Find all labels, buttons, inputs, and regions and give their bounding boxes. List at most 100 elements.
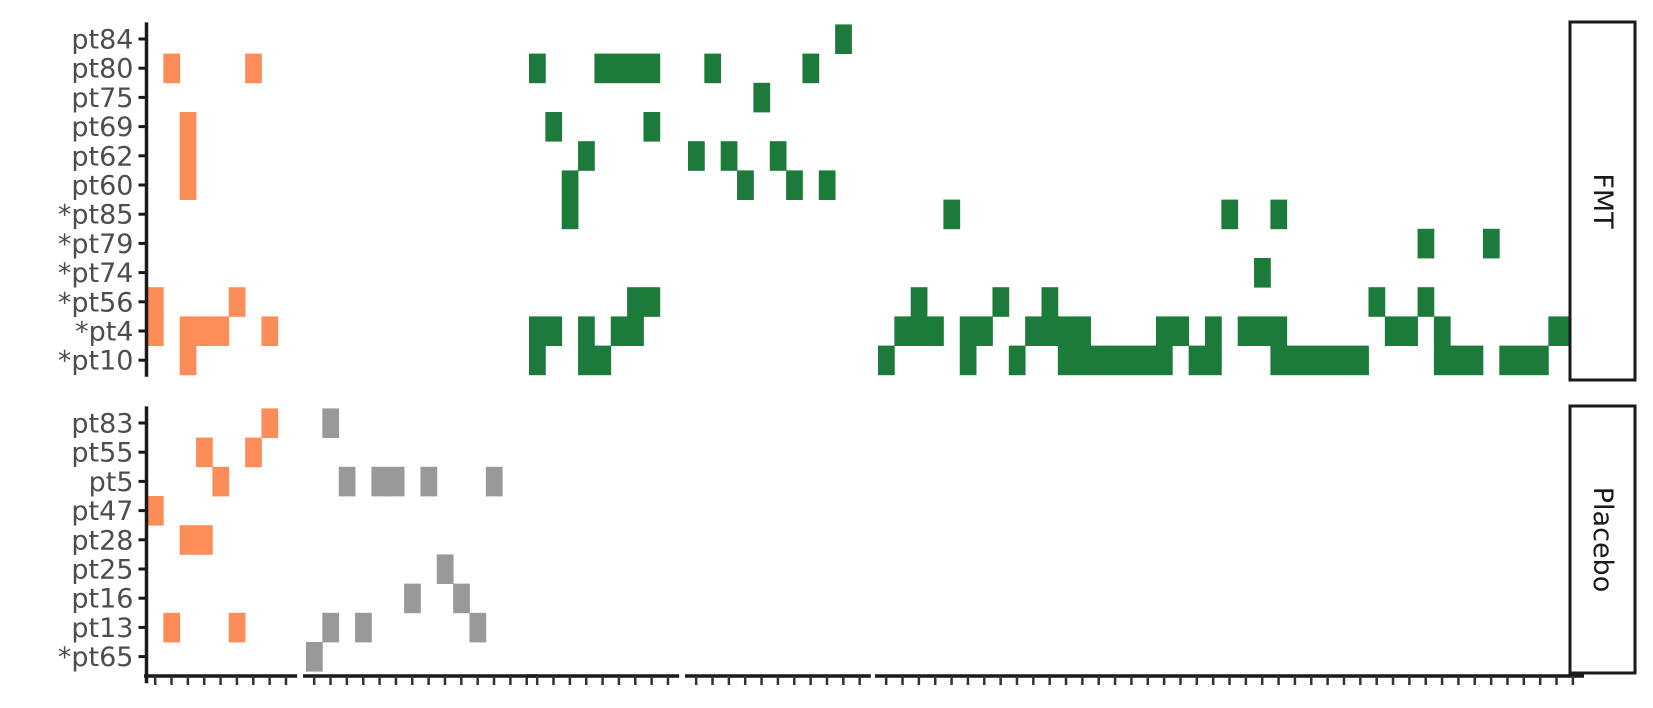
y-tick-label-pt69: pt69 — [71, 112, 133, 143]
heatmap-cell-star-pt4-b5-c24 — [1270, 316, 1288, 346]
heatmap-cell-star-pt10-b5-c27 — [1319, 345, 1337, 376]
facet-strip-fmt — [1568, 20, 1637, 382]
heatmap-cell-star-pt10-b5-c12 — [1074, 345, 1091, 376]
heatmap-cell-star-pt56-b1-c5 — [228, 287, 246, 317]
heatmap-cell-star-pt56-b1-c0 — [147, 287, 164, 317]
heatmap-cell-pt16-b2-c6 — [404, 583, 421, 614]
y-tick-label-star-pt85: *pt85 — [58, 200, 134, 231]
heatmap-cell-pt62-b1-c2 — [179, 141, 197, 171]
y-tick-label-pt55: pt55 — [71, 438, 133, 469]
heatmap-cell-pt62-b4-c5 — [769, 141, 787, 171]
heatmap-cell-star-pt4-b5-c41 — [1548, 316, 1566, 346]
heatmap-cell-star-pt74-b5-c23 — [1254, 258, 1271, 288]
axis-layer — [138, 22, 1585, 685]
facet-label-placebo: Placebo — [1587, 487, 1618, 592]
heatmap-cell-star-pt56-b3-c6 — [627, 287, 644, 317]
heatmap-cell-star-pt10-b3-c0 — [529, 345, 546, 376]
y-tick-label-pt60: pt60 — [71, 171, 133, 202]
y-tick-label-star-pt65: *pt65 — [58, 642, 134, 673]
heatmap-cell-pt62-b3-c3 — [578, 141, 595, 171]
heatmap-cell-star-pt79-b5-c37 — [1482, 228, 1500, 259]
heatmap-cell-pt60-b3-c2 — [561, 170, 579, 200]
heatmap-cell-pt80-b3-c0 — [529, 53, 546, 84]
heatmap-cell-star-pt10-b3-c4 — [594, 345, 612, 376]
y-tick-label-pt83: pt83 — [71, 409, 133, 440]
y-tick-label-pt84: pt84 — [71, 25, 133, 56]
y-tick-label-pt13: pt13 — [71, 613, 133, 644]
heatmap-cell-star-pt4-b5-c9 — [1025, 316, 1042, 346]
heatmap-cell-pt5-b2-c4 — [371, 466, 389, 497]
heatmap-cell-pt60-b4-c3 — [737, 170, 754, 200]
heatmap-cell-pt62-b4-c2 — [720, 141, 738, 171]
heatmap-cell-star-pt10-b5-c19 — [1188, 345, 1206, 376]
heatmap-cell-star-pt4-b3-c1 — [545, 316, 563, 346]
heatmap-cell-star-pt10-b5-c38 — [1499, 345, 1517, 376]
heatmap-cell-star-pt10-b5-c25 — [1286, 345, 1304, 376]
heatmap-cell-pt16-b2-c9 — [453, 583, 470, 614]
heatmap-cell-pt13-b1-c5 — [228, 612, 246, 643]
heatmap-cell-pt80-b3-c5 — [610, 53, 628, 84]
heatmap-cell-star-pt10-b5-c15 — [1123, 345, 1140, 376]
heatmap-cell-star-pt10-b5-c11 — [1057, 345, 1075, 376]
heatmap-cell-pt62-b4-c0 — [688, 141, 705, 171]
heatmap-cell-star-pt4-b5-c2 — [910, 316, 928, 346]
heatmap-cell-star-pt4-b5-c23 — [1254, 316, 1271, 346]
y-tick-label-pt62: pt62 — [71, 141, 133, 172]
heatmap-cell-star-pt4-b3-c3 — [578, 316, 595, 346]
y-tick-label-pt5: pt5 — [89, 467, 134, 498]
heatmap-cell-pt55-b1-c3 — [196, 437, 213, 468]
heatmap-cell-star-pt85-b5-c21 — [1221, 199, 1239, 230]
heatmap-cell-star-pt85-b5-c24 — [1270, 199, 1288, 230]
heatmap-cell-pt25-b2-c8 — [436, 554, 454, 584]
heatmap-cell-pt28-b1-c3 — [196, 525, 213, 555]
y-tick-label-pt25: pt25 — [71, 555, 133, 586]
heatmap-cell-star-pt4-b5-c11 — [1057, 316, 1075, 346]
heatmap-cell-star-pt4-b3-c0 — [529, 316, 546, 346]
heatmap-cell-star-pt4-b1-c0 — [147, 316, 164, 346]
heatmap-cell-star-pt10-b5-c24 — [1270, 345, 1288, 376]
heatmap-cell-pt80-b1-c1 — [163, 53, 181, 84]
heatmap-cell-star-pt4-b5-c10 — [1041, 316, 1059, 346]
heatmap-cell-star-pt4-b5-c6 — [976, 316, 993, 346]
heatmap-cell-star-pt10-b5-c26 — [1303, 345, 1320, 376]
heatmap-cell-star-pt10-b5-c29 — [1352, 345, 1369, 376]
heatmap-cell-star-pt10-b5-c16 — [1139, 345, 1157, 376]
cells-layer — [147, 24, 1582, 672]
heatmap-cell-star-pt56-b5-c7 — [992, 287, 1010, 317]
heatmap-cell-pt83-b2-c1 — [322, 408, 340, 438]
heatmap-cell-pt28-b1-c2 — [179, 525, 197, 555]
heatmap-cell-star-pt10-b5-c5 — [959, 345, 977, 376]
heatmap-cell-star-pt10-b5-c36 — [1466, 345, 1484, 376]
heatmap-cell-star-pt79-b5-c33 — [1417, 228, 1435, 259]
y-tick-label-star-pt79: *pt79 — [58, 229, 134, 260]
heatmap-cell-pt80-b3-c4 — [594, 53, 612, 84]
heatmap-cell-star-pt4-b5-c34 — [1433, 316, 1451, 346]
heatmap-cell-pt55-b1-c6 — [245, 437, 262, 468]
heatmap-cell-star-pt56-b3-c7 — [643, 287, 661, 317]
heatmap-cell-star-pt65-b2-c0 — [306, 642, 323, 672]
y-tick-label-star-pt56: *pt56 — [58, 287, 134, 318]
y-tick-label-star-pt74: *pt74 — [58, 258, 134, 289]
heatmap-cell-star-pt4-b1-c7 — [261, 316, 279, 346]
heatmap-cell-star-pt56-b5-c30 — [1368, 287, 1386, 317]
y-tick-label-star-pt4: *pt4 — [75, 317, 133, 348]
heatmap-cell-star-pt4-b5-c32 — [1401, 316, 1418, 346]
y-tick-label-pt80: pt80 — [71, 54, 133, 85]
heatmap-cell-star-pt85-b5-c4 — [943, 199, 961, 230]
heatmap-cell-star-pt10-b5-c13 — [1090, 345, 1108, 376]
heatmap-cell-star-pt4-b5-c22 — [1237, 316, 1255, 346]
heatmap-cell-pt60-b4-c6 — [786, 170, 803, 200]
y-tick-label-pt75: pt75 — [71, 83, 133, 114]
heatmap-cell-star-pt56-b5-c33 — [1417, 287, 1435, 317]
heatmap-cell-pt80-b3-c7 — [643, 53, 661, 84]
heatmap-cell-star-pt10-b1-c2 — [179, 345, 197, 376]
heatmap-cell-star-pt4-b5-c1 — [894, 316, 912, 346]
y-tick-label-pt28: pt28 — [71, 525, 133, 556]
heatmap-cell-pt75-b4-c4 — [753, 82, 771, 113]
heatmap-cell-pt84-b4-c9 — [835, 24, 852, 54]
heatmap-cell-star-pt56-b5-c10 — [1041, 287, 1059, 317]
heatmap-cell-star-pt10-b5-c8 — [1008, 345, 1026, 376]
heatmap-cell-pt69-b3-c7 — [643, 112, 661, 142]
heatmap-cell-star-pt4-b5-c31 — [1384, 316, 1402, 346]
